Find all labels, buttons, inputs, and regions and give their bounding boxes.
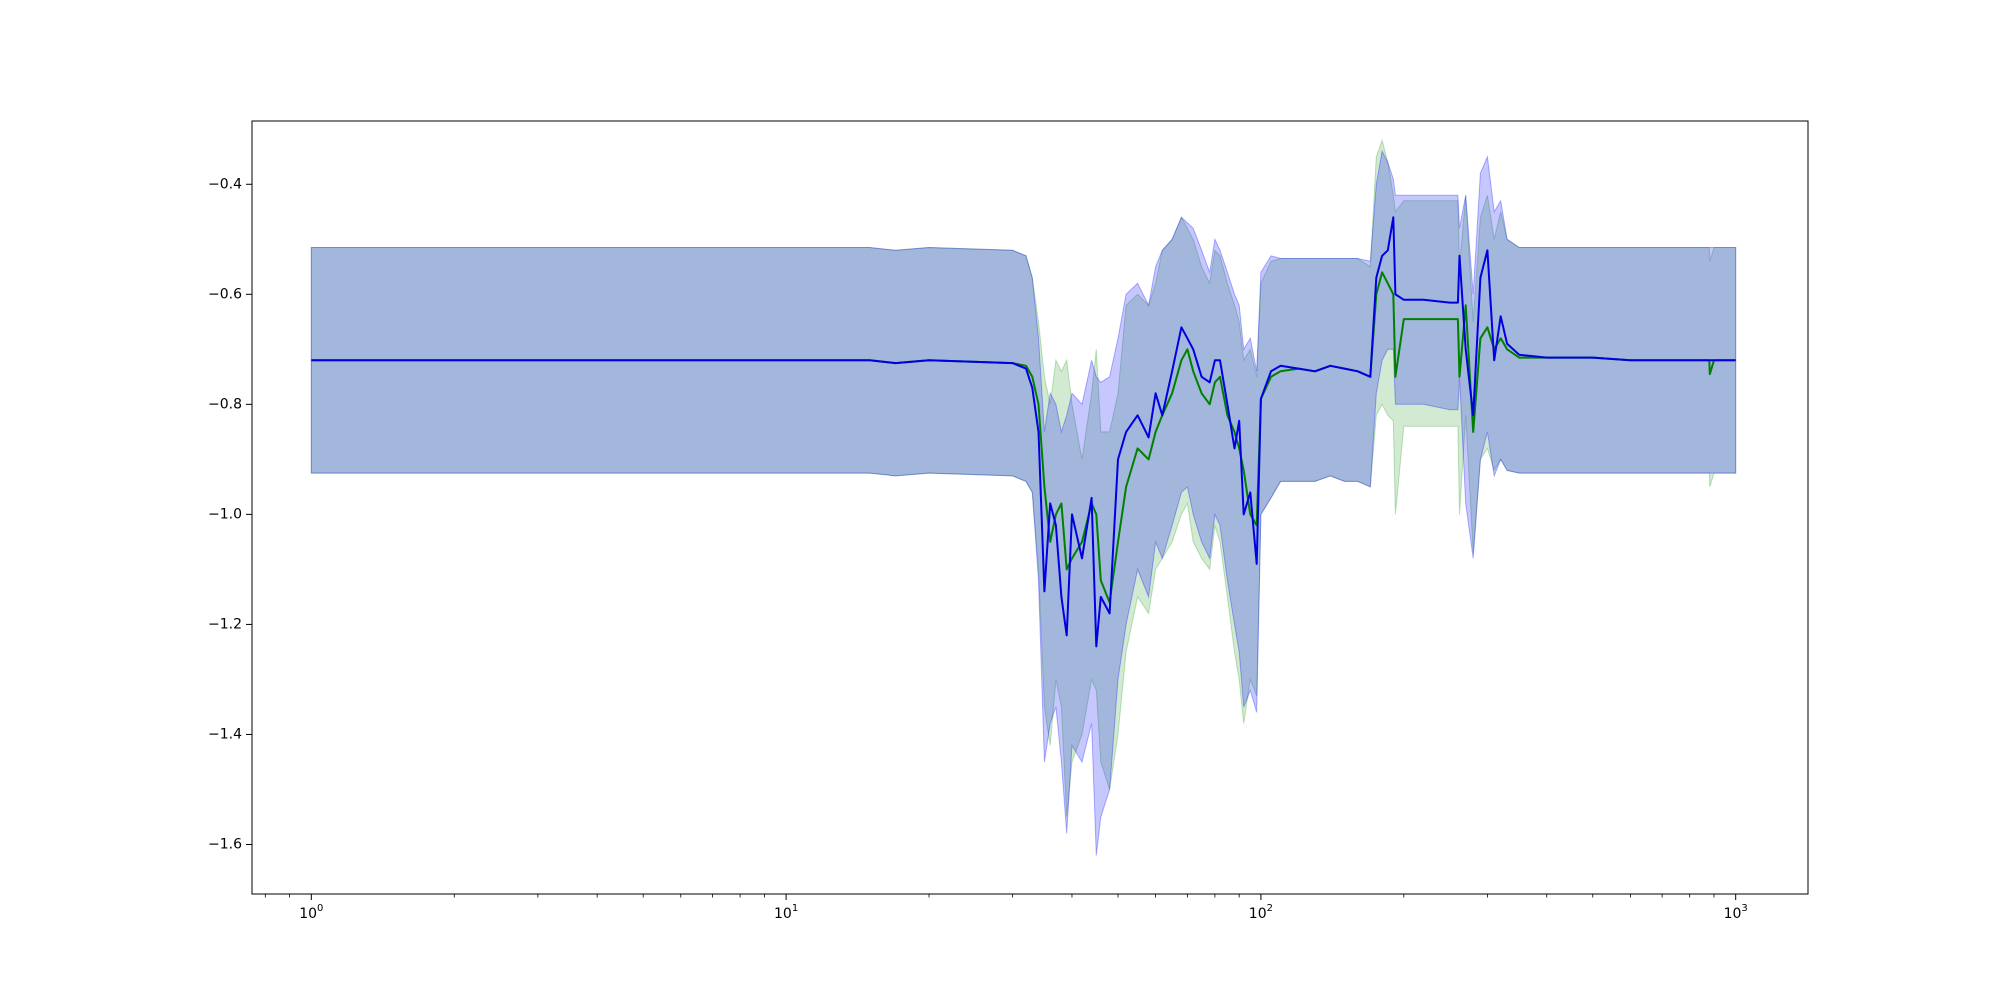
y-axis: −0.4 −0.6 −0.8 −1.0 −1.2 −1.4 −1.6 bbox=[208, 176, 252, 852]
y-tick-label: −1.2 bbox=[208, 616, 242, 632]
y-tick-label: −1.4 bbox=[208, 726, 242, 742]
series-0-confidence-band bbox=[310, 138, 1737, 818]
x-tick-label: 100 bbox=[299, 903, 323, 922]
y-tick-label: −0.4 bbox=[208, 176, 242, 192]
y-tick-label: −0.8 bbox=[208, 396, 242, 412]
axes-frame bbox=[251, 120, 1809, 895]
x-tick-label: 102 bbox=[1249, 903, 1273, 922]
plot-area bbox=[310, 138, 1737, 856]
x-tick-label: 103 bbox=[1724, 903, 1748, 922]
x-axis: 100 101 102 103 bbox=[264, 894, 1748, 922]
y-tick-label: −1.6 bbox=[208, 836, 242, 852]
series-1-line bbox=[311, 216, 1736, 648]
x-tick-label: 101 bbox=[774, 903, 798, 922]
y-tick-label: −0.6 bbox=[208, 286, 242, 302]
y-tick-label: −1.0 bbox=[208, 506, 242, 522]
series-1-confidence-band bbox=[310, 149, 1737, 856]
